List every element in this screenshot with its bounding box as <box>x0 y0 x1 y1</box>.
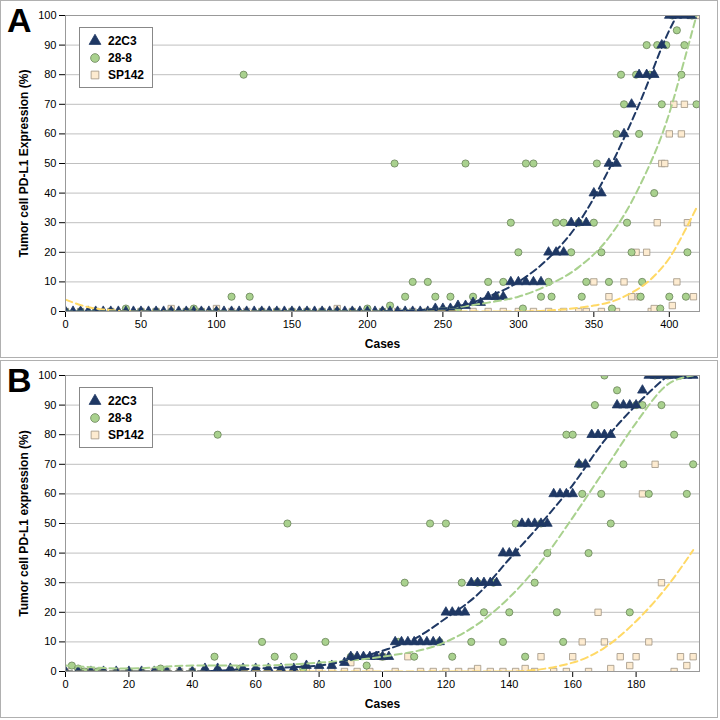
svg-text:90: 90 <box>44 39 56 51</box>
svg-text:80: 80 <box>313 678 325 690</box>
svg-text:Cases: Cases <box>365 337 401 351</box>
svg-text:140: 140 <box>500 678 518 690</box>
svg-text:30: 30 <box>44 576 56 588</box>
svg-text:30: 30 <box>44 216 56 228</box>
svg-text:Tumor cell PD-L1 expression (%: Tumor cell PD-L1 expression (%) <box>17 430 31 617</box>
svg-text:150: 150 <box>283 318 301 330</box>
svg-text:100: 100 <box>38 369 56 381</box>
svg-text:20: 20 <box>44 606 56 618</box>
svg-text:350: 350 <box>585 318 603 330</box>
svg-text:200: 200 <box>358 318 376 330</box>
svg-text:40: 40 <box>44 187 56 199</box>
svg-text:50: 50 <box>44 157 56 169</box>
svg-text:0: 0 <box>62 678 68 690</box>
html-text:SP142: SP142 <box>108 427 144 442</box>
html-text:22C3: 22C3 <box>108 393 137 408</box>
svg-text:70: 70 <box>44 98 56 110</box>
svg-text:160: 160 <box>564 678 582 690</box>
svg-text:60: 60 <box>250 678 262 690</box>
svg-text:180: 180 <box>627 678 645 690</box>
html-text:A: A <box>7 1 32 39</box>
svg-text:40: 40 <box>186 678 198 690</box>
html-text:22C3: 22C3 <box>108 33 137 48</box>
svg-text:80: 80 <box>44 68 56 80</box>
svg-text:50: 50 <box>135 318 147 330</box>
svg-text:100: 100 <box>373 678 391 690</box>
svg-text:100: 100 <box>38 9 56 21</box>
svg-text:0: 0 <box>62 318 68 330</box>
html-text:SP142: SP142 <box>108 67 144 82</box>
svg-text:50: 50 <box>44 517 56 529</box>
svg-text:80: 80 <box>44 428 56 440</box>
html-text:28-8: 28-8 <box>108 50 132 65</box>
svg-text:40: 40 <box>44 547 56 559</box>
svg-text:Cases: Cases <box>365 697 401 711</box>
svg-text:60: 60 <box>44 127 56 139</box>
svg-text:250: 250 <box>434 318 452 330</box>
svg-text:60: 60 <box>44 487 56 499</box>
svg-text:400: 400 <box>660 318 678 330</box>
svg-text:0: 0 <box>50 305 56 317</box>
svg-text:10: 10 <box>44 635 56 647</box>
html-text:B: B <box>7 361 32 399</box>
svg-text:10: 10 <box>44 275 56 287</box>
html-text:28-8: 28-8 <box>108 410 132 425</box>
svg-text:20: 20 <box>44 246 56 258</box>
svg-text:300: 300 <box>509 318 527 330</box>
svg-text:0: 0 <box>50 665 56 677</box>
svg-text:70: 70 <box>44 458 56 470</box>
svg-text:20: 20 <box>123 678 135 690</box>
svg-text:120: 120 <box>437 678 455 690</box>
svg-text:90: 90 <box>44 399 56 411</box>
svg-text:100: 100 <box>207 318 225 330</box>
svg-text:Tumor cell PD-L1 Expression (%: Tumor cell PD-L1 Expression (%) <box>17 70 31 258</box>
